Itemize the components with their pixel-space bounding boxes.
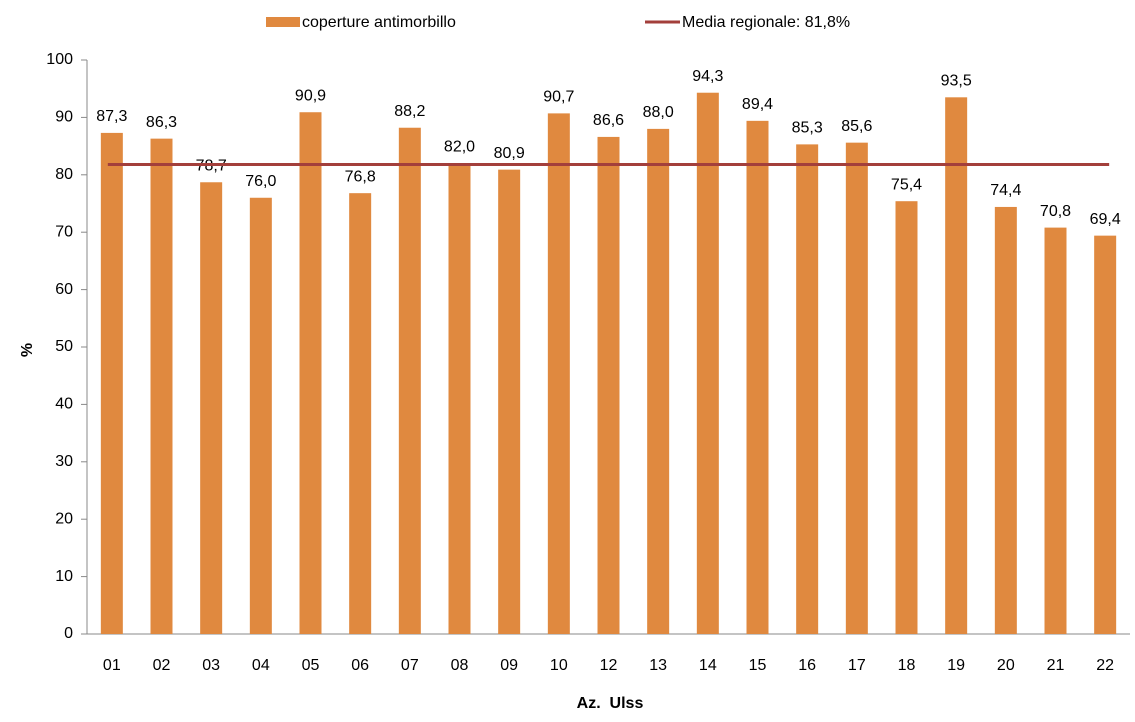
y-tick-label: 50 xyxy=(55,338,73,355)
legend-label: coperture antimorbillo xyxy=(302,14,456,31)
bar xyxy=(895,201,918,635)
data-label: 90,7 xyxy=(543,89,574,106)
y-tick-label: 30 xyxy=(55,453,73,470)
data-label: 88,0 xyxy=(643,104,674,121)
x-tick-label: 05 xyxy=(302,657,320,674)
bar xyxy=(945,97,968,634)
x-tick-label: 01 xyxy=(103,657,121,674)
data-label: 80,9 xyxy=(494,145,525,162)
data-label: 86,3 xyxy=(146,114,177,131)
data-label: 94,3 xyxy=(692,68,723,85)
bar xyxy=(696,92,719,634)
bar xyxy=(398,127,421,635)
bar xyxy=(547,113,570,634)
bar xyxy=(150,138,173,634)
bar xyxy=(299,112,322,634)
data-label: 90,9 xyxy=(295,87,326,104)
data-label: 75,4 xyxy=(891,176,922,193)
bar xyxy=(448,163,471,634)
data-label: 82,0 xyxy=(444,139,475,156)
y-tick-label: 90 xyxy=(55,109,73,126)
x-tick-label: 15 xyxy=(749,657,767,674)
data-label: 87,3 xyxy=(96,108,127,125)
data-label: 85,6 xyxy=(841,118,872,135)
bar xyxy=(845,142,868,634)
y-tick-label: 70 xyxy=(55,223,73,240)
x-tick-label: 04 xyxy=(252,657,270,674)
x-tick-label: 13 xyxy=(649,657,667,674)
bar xyxy=(349,193,372,634)
data-label: 70,8 xyxy=(1040,203,1071,220)
data-label: 76,8 xyxy=(345,168,376,185)
x-tick-label: 03 xyxy=(202,657,220,674)
x-tick-label: 07 xyxy=(401,657,419,674)
x-tick-label: 17 xyxy=(848,657,866,674)
data-label: 89,4 xyxy=(742,96,773,113)
y-tick-label: 10 xyxy=(55,568,73,585)
bar xyxy=(1094,235,1117,635)
x-tick-label: 22 xyxy=(1096,657,1114,674)
x-tick-label: 18 xyxy=(898,657,916,674)
bar xyxy=(746,120,769,635)
x-tick-label: 14 xyxy=(699,657,717,674)
data-label: 85,3 xyxy=(792,120,823,137)
y-tick-label: 60 xyxy=(55,281,73,298)
y-axis-label: % xyxy=(19,343,36,357)
x-tick-label: 12 xyxy=(600,657,618,674)
x-tick-label: 06 xyxy=(351,657,369,674)
x-tick-label: 21 xyxy=(1047,657,1065,674)
bar xyxy=(796,144,819,635)
x-tick-label: 16 xyxy=(798,657,816,674)
y-tick-label: 100 xyxy=(46,51,73,68)
bar xyxy=(498,169,521,634)
y-tick-label: 20 xyxy=(55,510,73,527)
x-tick-label: 20 xyxy=(997,657,1015,674)
y-tick-label: 0 xyxy=(64,625,73,642)
data-label: 69,4 xyxy=(1090,211,1121,228)
bar xyxy=(647,128,670,634)
data-label: 93,5 xyxy=(941,73,972,90)
y-tick-label: 40 xyxy=(55,396,73,413)
data-label: 74,4 xyxy=(990,182,1021,199)
y-tick-label: 80 xyxy=(55,166,73,183)
bar xyxy=(994,206,1017,634)
data-label: 78,7 xyxy=(196,157,227,174)
x-tick-label: 08 xyxy=(451,657,469,674)
bar xyxy=(100,132,123,634)
x-tick-label: 10 xyxy=(550,657,568,674)
data-label: 88,2 xyxy=(394,103,425,120)
x-tick-label: 19 xyxy=(947,657,965,674)
bar xyxy=(597,136,620,634)
x-axis-label: Az. Ulss xyxy=(577,695,644,712)
x-tick-label: 09 xyxy=(500,657,518,674)
data-label: 86,6 xyxy=(593,112,624,129)
bar xyxy=(1044,227,1067,634)
bar xyxy=(249,197,272,634)
x-tick-label: 02 xyxy=(153,657,171,674)
data-label: 76,0 xyxy=(245,173,276,190)
legend-label: Media regionale: 81,8% xyxy=(682,14,850,31)
bar xyxy=(200,182,223,634)
legend-swatch xyxy=(266,17,300,27)
